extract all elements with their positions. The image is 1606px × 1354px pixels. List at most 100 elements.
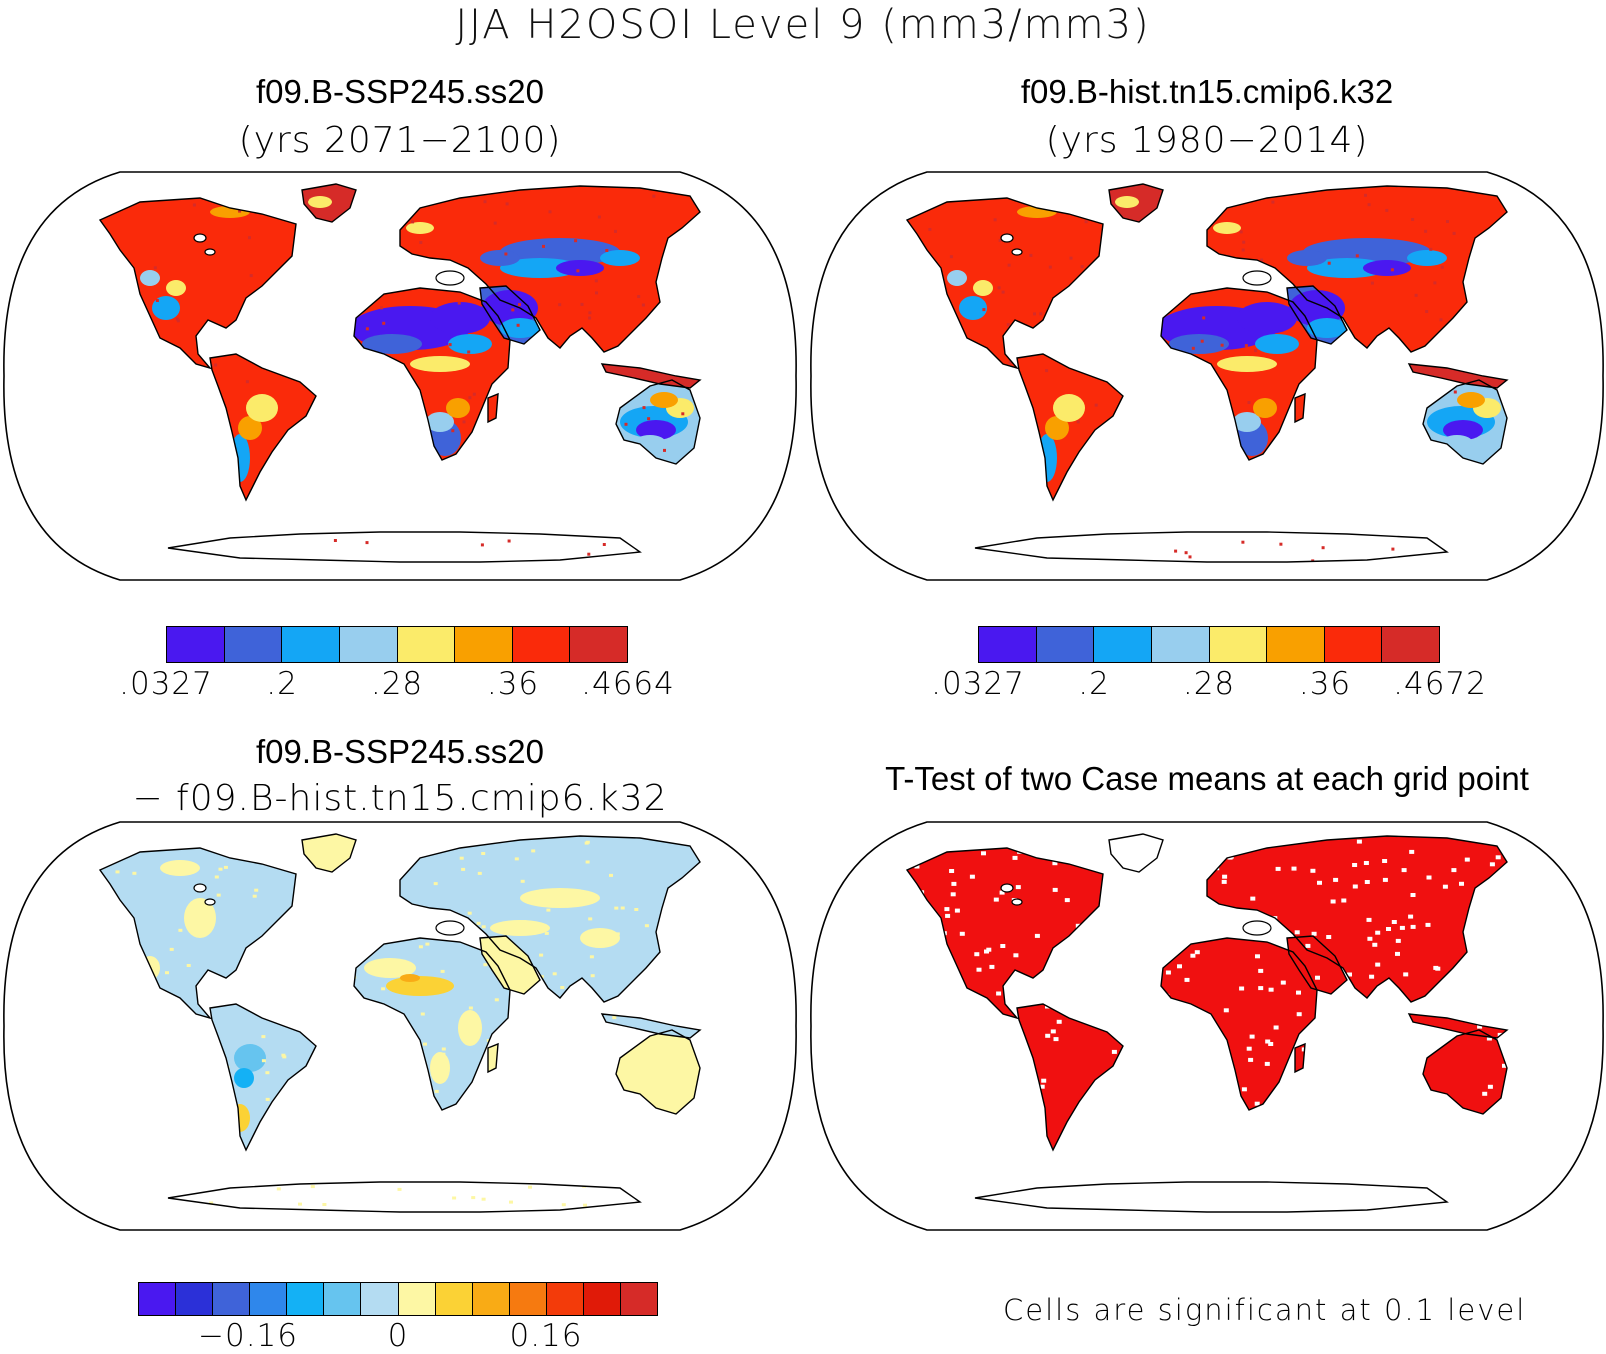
field-region — [406, 222, 434, 234]
field-region — [386, 976, 454, 996]
field-region — [400, 974, 420, 982]
field-cell — [539, 954, 543, 957]
colorbar-swatch — [1094, 627, 1152, 662]
field-cell — [246, 380, 249, 383]
lake — [436, 271, 464, 285]
colorbar-swatch — [436, 1283, 473, 1315]
panel-case2-colorbar-label: .4672 — [1393, 666, 1487, 702]
field-cell — [609, 874, 613, 877]
field-cell — [1372, 943, 1377, 947]
field-cell — [831, 206, 834, 209]
colorbar-swatch — [584, 1283, 621, 1315]
field-cell — [955, 909, 960, 913]
field-cell — [663, 449, 666, 452]
field-cell — [366, 327, 369, 330]
field-cell — [468, 396, 471, 399]
panel-case2-subtitle: (yrs 1980−2014) — [807, 120, 1606, 161]
field-cell — [14, 492, 17, 495]
field-cell — [1274, 1026, 1279, 1030]
field-cell — [434, 882, 438, 885]
lake — [205, 899, 215, 905]
field-cell — [217, 894, 221, 897]
field-cell — [974, 952, 979, 956]
field-cell — [1112, 1050, 1117, 1054]
panel-difference-colorbar-label: −0.16 — [198, 1318, 298, 1354]
field-region — [160, 860, 200, 876]
field-cell — [792, 943, 796, 946]
field-cell — [1245, 344, 1248, 347]
field-cell — [1292, 867, 1297, 871]
field-cell — [1051, 1029, 1056, 1033]
field-region — [166, 280, 186, 296]
field-region — [234, 1044, 266, 1072]
field-cell — [11, 1142, 15, 1145]
field-region — [490, 920, 550, 936]
field-cell — [172, 863, 176, 866]
field-cell — [1333, 878, 1338, 882]
field-cell — [1382, 859, 1387, 863]
field-cell — [1202, 316, 1205, 319]
field-cell — [441, 1066, 445, 1069]
field-cell — [1049, 266, 1052, 269]
field-cell — [1539, 186, 1542, 189]
field-cell — [484, 200, 487, 203]
field-region — [556, 260, 604, 276]
field-cell — [825, 1170, 830, 1174]
field-cell — [994, 898, 999, 902]
field-cell — [4, 478, 7, 481]
panel-case1-colorbar-label: .0327 — [119, 666, 213, 702]
field-cell — [1247, 1047, 1252, 1051]
field-cell — [1424, 230, 1427, 233]
field-region — [580, 928, 620, 948]
field-cell — [612, 1016, 616, 1019]
field-cell — [442, 1048, 446, 1051]
panel-difference-map — [0, 818, 800, 1238]
panel-case1-colorbar — [166, 626, 628, 663]
field-cell — [380, 306, 383, 309]
field-cell — [598, 216, 601, 219]
field-cell — [951, 892, 956, 896]
field-cell — [1201, 340, 1204, 343]
field-region — [1287, 250, 1327, 266]
field-cell — [1391, 268, 1394, 271]
field-cell — [1085, 220, 1088, 223]
field-cell — [1315, 976, 1320, 980]
field-cell — [1282, 1188, 1287, 1192]
field-cell — [678, 1068, 682, 1071]
field-cell — [1327, 1207, 1332, 1211]
field-cell — [458, 302, 461, 305]
field-region — [1053, 394, 1085, 422]
field-cell — [1588, 508, 1591, 511]
field-cell — [253, 895, 257, 898]
colorbar-swatch — [1267, 627, 1325, 662]
field-cell — [769, 1185, 773, 1188]
panel-case2-colorbar-label: .28 — [1183, 666, 1235, 702]
field-cell — [1465, 858, 1470, 862]
field-cell — [441, 970, 445, 973]
field-cell — [311, 1185, 315, 1188]
field-cell — [643, 406, 646, 409]
field-cell — [562, 1203, 566, 1206]
field-region — [1213, 222, 1241, 234]
field-cell — [154, 266, 157, 269]
field-cell — [381, 987, 385, 990]
field-cell — [1430, 1197, 1435, 1201]
colorbar-swatch — [398, 627, 456, 662]
field-cell — [178, 929, 182, 932]
field-cell — [614, 907, 618, 910]
colorbar-swatch — [1325, 627, 1383, 662]
field-cell — [1299, 1187, 1304, 1191]
field-cell — [1383, 878, 1388, 882]
field-cell — [1002, 291, 1005, 294]
field-cell — [1440, 318, 1443, 321]
figure-title: JJA H2OSOI Level 9 (mm3/mm3) — [0, 2, 1606, 48]
field-cell — [634, 908, 638, 911]
field-cell — [12, 175, 15, 178]
field-cell — [587, 553, 590, 556]
field-cell — [423, 1043, 427, 1046]
field-cell — [176, 318, 179, 321]
field-cell — [265, 1071, 269, 1074]
panel-difference-colorbar-label: 0 — [388, 1318, 409, 1354]
field-cell — [826, 213, 829, 216]
field-cell — [796, 553, 799, 556]
